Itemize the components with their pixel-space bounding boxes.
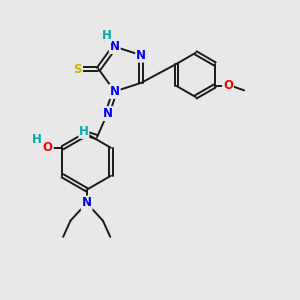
Text: N: N — [82, 196, 92, 209]
Text: O: O — [43, 141, 53, 154]
Text: N: N — [110, 85, 120, 98]
Text: H: H — [102, 29, 111, 42]
Text: S: S — [74, 62, 82, 76]
Text: N: N — [136, 49, 146, 62]
Text: N: N — [102, 107, 112, 120]
Text: H: H — [32, 133, 41, 146]
Text: O: O — [223, 80, 233, 92]
Text: H: H — [79, 125, 89, 138]
Text: N: N — [110, 40, 120, 53]
